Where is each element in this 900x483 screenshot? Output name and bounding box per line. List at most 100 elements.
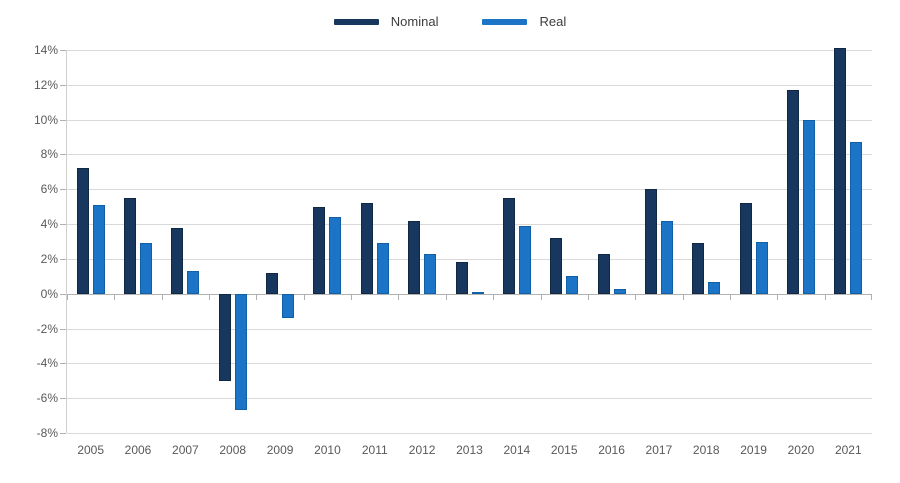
bar-real-2009 [282,293,295,319]
x-axis-label: 2017 [645,443,673,457]
x-axis-tick [114,293,116,300]
legend-item-real: Real [482,14,566,29]
bar-nominal-2020 [786,90,799,294]
gridline [67,328,872,330]
y-axis-tick [60,363,66,365]
legend-swatch-real-icon [482,18,528,25]
x-axis-tick [587,293,589,300]
bar-real-2020 [802,119,815,294]
y-axis-tick [60,224,66,226]
x-axis-tick [256,293,258,300]
y-axis-tick [60,50,66,51]
y-axis-tick [60,293,66,295]
y-axis-tick [60,433,66,434]
bar-real-2012 [424,253,437,294]
bar-real-2011 [376,243,389,294]
bar-nominal-2018 [692,243,705,294]
legend-label-real: Real [539,14,567,29]
y-axis-tick [60,398,66,400]
y-axis-label: 12% [33,77,58,92]
y-axis-label: 6% [40,182,58,197]
legend-swatch-nominal-icon [333,18,379,25]
bar-nominal-2021 [834,48,847,294]
bar-nominal-2006 [124,197,137,294]
y-axis-label: -6% [36,391,58,406]
bar-nominal-2010 [313,206,326,294]
bar-real-2005 [92,204,105,294]
gridline [67,154,872,156]
x-axis-label: 2008 [219,443,247,457]
y-axis-label: -2% [36,321,58,336]
x-axis-tick [303,293,305,300]
bar-real-2019 [755,241,768,294]
x-axis-label: 2021 [834,443,862,457]
y-axis-tick [60,328,66,330]
y-axis-label: 4% [40,217,58,232]
gridline [67,84,872,86]
x-axis-tick [729,293,731,300]
x-axis-label: 2009 [266,443,294,457]
y-axis-tick [60,154,66,156]
bar-nominal-2016 [597,253,610,294]
gridline [67,189,872,191]
gridline [67,398,872,400]
plot-area: 14% 12% 10% 8% 6% 4% 2% 0% -2% -4% -6% -8% 2005 2006 2… [34,43,872,457]
x-axis-label: 2010 [314,443,341,457]
x-axis-label: 2020 [787,443,815,457]
bar-real-2008 [234,293,247,411]
x-axis-label: 2012 [408,443,436,457]
bar-real-2010 [329,217,342,294]
x-axis-label: 2016 [598,443,625,457]
bar-nominal-2007 [171,227,184,294]
y-axis-label: -4% [36,356,58,371]
x-axis-label: 2011 [361,443,388,457]
y-axis-line [66,50,67,433]
gridline [67,363,872,365]
x-axis-tick [682,293,684,300]
zero-gridline [67,293,872,295]
y-axis-label: 0% [40,286,58,301]
bar-nominal-2008 [218,293,231,381]
x-axis-tick [777,293,779,300]
bar-nominal-2005 [76,168,89,294]
x-axis-tick [161,293,163,300]
bar-real-2015 [566,276,579,294]
gridline [67,224,872,226]
gridline [67,50,872,51]
bar-real-2006 [140,243,153,294]
bar-real-2014 [518,225,531,294]
x-axis-label: 2007 [172,443,199,457]
x-axis-label: 2018 [692,443,720,457]
bar-nominal-2019 [739,203,752,294]
legend-label-nominal: Nominal [390,14,439,29]
bar-nominal-2013 [455,262,468,294]
gridline [67,258,872,260]
legend-item-nominal: Nominal [333,14,439,29]
x-axis-tick [824,293,826,300]
x-axis-label: 2013 [456,443,483,457]
y-axis-label: 2% [40,251,58,266]
gridline [67,119,872,121]
chart-legend: Nominal Real [0,14,900,29]
y-axis-tick [60,84,66,86]
gridline [67,433,872,434]
bar-nominal-2009 [266,272,279,294]
bar-real-2013 [471,291,484,294]
x-axis-label: 2006 [124,443,152,457]
x-axis-tick [398,293,400,300]
y-axis-label: 14% [33,43,58,57]
x-axis-tick [67,293,68,300]
x-axis-tick [493,293,495,300]
y-axis-label: 8% [40,147,58,162]
x-axis-tick [635,293,637,300]
bar-nominal-2017 [644,189,657,294]
y-axis-tick [60,119,66,121]
x-axis-tick [351,293,353,300]
bar-nominal-2012 [408,220,421,294]
bar-nominal-2011 [360,203,373,294]
x-axis-label: 2014 [503,443,531,457]
y-axis-tick [60,258,66,260]
x-axis-label: 2019 [740,443,767,457]
bar-real-2021 [850,142,863,294]
